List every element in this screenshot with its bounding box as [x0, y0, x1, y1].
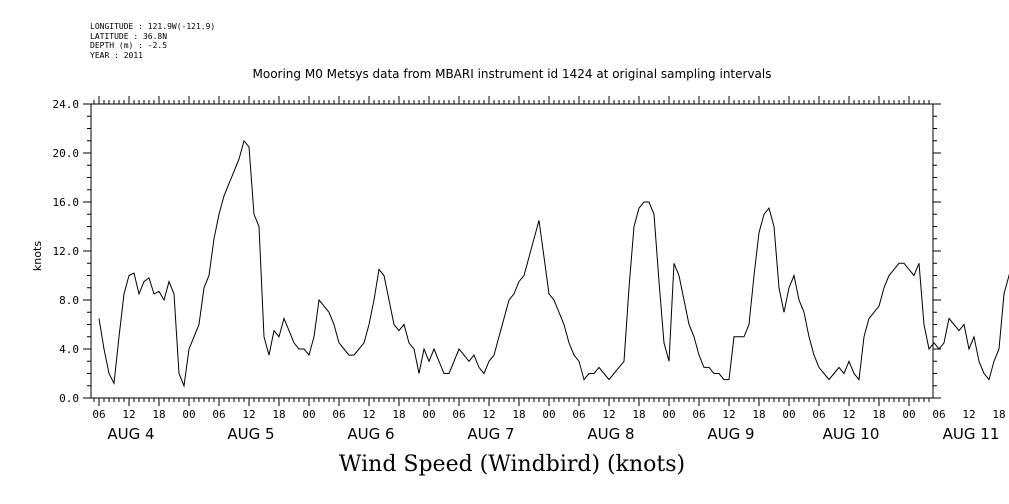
x-hour-label: 00 — [422, 408, 435, 421]
x-hour-label: 12 — [962, 408, 975, 421]
x-hour-label: 00 — [902, 408, 915, 421]
x-day-label: AUG 11 — [943, 425, 1000, 443]
x-hour-label: 12 — [122, 408, 135, 421]
x-hour-label: 18 — [992, 408, 1005, 421]
x-hour-label: 00 — [782, 408, 795, 421]
x-hour-label: 12 — [722, 408, 735, 421]
x-hour-label: 06 — [692, 408, 705, 421]
axes-group: 0.0 4.0 8.0 12.0 16.0 20.0 24.0 06 12 18 00 06 12 18 0… — [53, 96, 1006, 443]
x-axis-label: Wind Speed (Windbird) (knots) — [338, 452, 686, 477]
x-hour-label: 18 — [392, 408, 405, 421]
x-day-label: AUG 4 — [107, 425, 154, 443]
x-hour-label: 00 — [662, 408, 675, 421]
y-axis-label: knots — [31, 241, 44, 271]
chart-title: Mooring M0 Metsys data from MBARI instru… — [252, 67, 772, 81]
y-tick-label: 20.0 — [53, 147, 80, 160]
x-hour-label: 18 — [272, 408, 285, 421]
plot-frame — [90, 103, 934, 399]
y-tick-label: 24.0 — [53, 98, 80, 111]
x-hour-label: 00 — [302, 408, 315, 421]
x-hour-label: 00 — [542, 408, 555, 421]
x-hour-label: 06 — [812, 408, 825, 421]
series-line-wind-speed — [98, 139, 1009, 388]
x-hour-label: 18 — [752, 408, 765, 421]
x-day-label: AUG 7 — [467, 425, 514, 443]
x-hour-label: 06 — [332, 408, 345, 421]
x-day-label: AUG 9 — [707, 425, 754, 443]
x-day-label: AUG 8 — [587, 425, 634, 443]
depth-text: DEPTH (m) : -2.5 — [90, 41, 168, 50]
y-tick-label: 12.0 — [53, 245, 80, 258]
y-tick-label: 0.0 — [59, 392, 79, 405]
x-hour-label: 12 — [602, 408, 615, 421]
y-tick-label: 4.0 — [59, 343, 79, 356]
x-hour-label: 18 — [512, 408, 525, 421]
x-hour-label: 06 — [92, 408, 105, 421]
x-hour-label: 12 — [242, 408, 255, 421]
x-day-label: AUG 5 — [227, 425, 274, 443]
x-hour-label: 00 — [182, 408, 195, 421]
y-tick-label: 8.0 — [59, 294, 79, 307]
x-hour-label: 18 — [632, 408, 645, 421]
x-day-label: AUG 10 — [823, 425, 880, 443]
x-hour-label: 12 — [482, 408, 495, 421]
x-hour-label: 06 — [212, 408, 225, 421]
x-hour-label: 18 — [872, 408, 885, 421]
metadata-block: LONGITUDE : 121.9W(-121.9) LATITUDE : 36… — [90, 22, 215, 60]
y-tick-label: 16.0 — [53, 196, 80, 209]
x-hour-label: 06 — [932, 408, 945, 421]
longitude-text: LONGITUDE : 121.9W(-121.9) — [90, 22, 216, 31]
x-hour-label: 18 — [152, 408, 165, 421]
x-day-label: AUG 6 — [347, 425, 394, 443]
year-text: YEAR : 2011 — [90, 50, 143, 60]
x-hour-label: 06 — [572, 408, 585, 421]
x-hour-label: 12 — [362, 408, 375, 421]
x-hour-label: 06 — [452, 408, 465, 421]
latitude-text: LATITUDE : 36.8N — [90, 31, 168, 41]
x-hour-label: 12 — [842, 408, 855, 421]
